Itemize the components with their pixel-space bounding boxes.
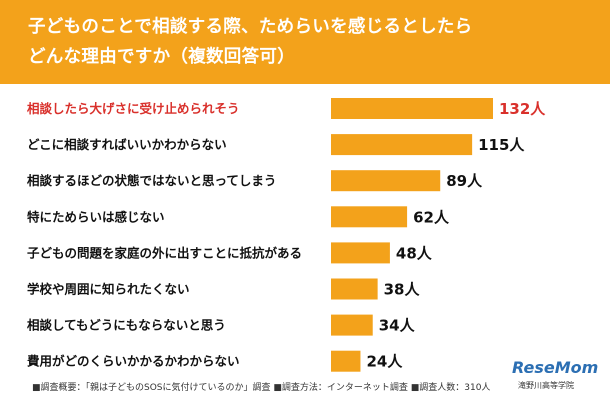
bar-value-label: 115人 <box>478 136 525 154</box>
bar <box>331 278 378 300</box>
bar <box>331 134 473 156</box>
bar <box>331 242 390 264</box>
bar-value-label: 34人 <box>379 317 416 335</box>
chart-header: 子どものことで相談する際、ためらいを感じるとしたら どんな理由ですか（複数回答可… <box>0 0 610 84</box>
bar-value-label: 89人 <box>446 172 483 190</box>
category-label: どこに相談すればいいかわからない <box>27 137 227 152</box>
category-label: 相談してもどうにもならないと思う <box>27 318 226 333</box>
category-label: 子どもの問題を家庭の外に出すことに抵抗がある <box>27 245 302 260</box>
bar-value-label: 48人 <box>396 244 433 262</box>
chart-title-line-1: 子どものことで相談する際、ためらいを感じるとしたら <box>28 17 473 37</box>
bar-value-label: 132人 <box>499 100 546 118</box>
logo-brand: ReseMom <box>512 358 599 377</box>
bar <box>331 314 373 336</box>
category-label: 相談したら大げさに受け止められそう <box>27 101 240 116</box>
chart-title-line-2: どんな理由ですか（複数回答可） <box>28 47 295 67</box>
bar-value-label: 24人 <box>366 353 403 371</box>
category-label: 特にためらいは感じない <box>27 209 165 224</box>
category-label: 費用がどのくらいかかるかわからない <box>27 354 240 369</box>
resemom-logo: ReseMom 滝野川高等学院 <box>512 358 602 396</box>
logo-credit: 滝野川高等学院 <box>518 381 574 390</box>
bar <box>331 350 361 372</box>
category-label: 学校や周囲に知られたくない <box>27 282 190 297</box>
survey-footnote: ■調査概要：「親は子どものSOSに気付けているのか」調査 ■調査方法：インターネ… <box>32 383 491 393</box>
bar-value-label: 38人 <box>384 281 421 299</box>
bar <box>331 98 493 119</box>
bar-value-label: 62人 <box>413 208 450 226</box>
bar <box>331 206 408 228</box>
bar <box>331 170 441 192</box>
category-label: 相談するほどの状態ではないと思ってしまう <box>27 173 276 188</box>
